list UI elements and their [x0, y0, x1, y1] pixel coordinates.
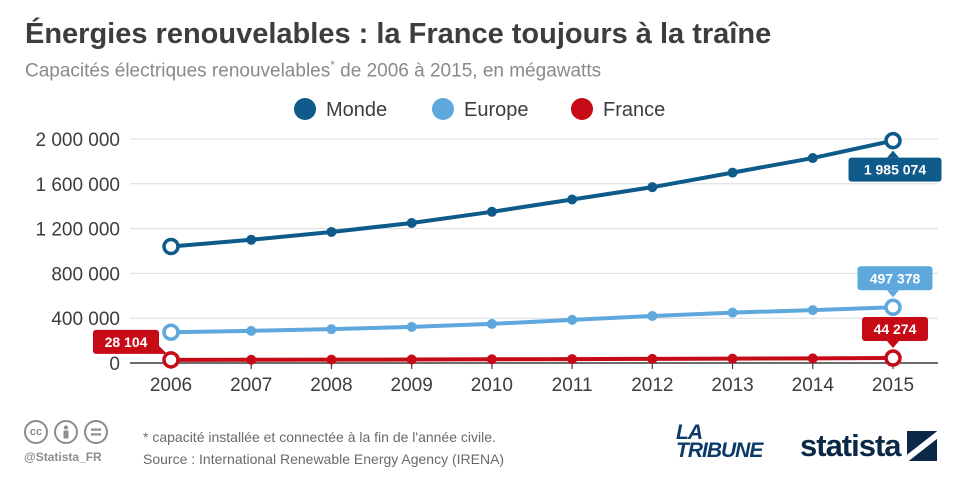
annotation-label: 497 378 [870, 270, 921, 286]
series-line-france [170, 356, 894, 362]
subtitle-tail: de 2006 à 2015, en mégawatts [334, 60, 602, 82]
data-point-france [727, 353, 738, 364]
annotation-label: 28 104 [105, 334, 148, 350]
x-tick-label: 2007 [230, 375, 272, 396]
x-tick-label: 2008 [310, 375, 352, 396]
y-tick-label: 2 000 000 [35, 130, 120, 151]
x-tick-label: 2013 [711, 375, 753, 396]
footnote-source: Source : International Renewable Energy … [143, 451, 505, 467]
data-point-europe [884, 298, 902, 317]
y-tick-label: 400 000 [51, 309, 120, 330]
data-point-france [647, 353, 658, 364]
data-point-monde [567, 194, 578, 205]
series-line-europe [170, 305, 894, 335]
data-point-monde [486, 206, 497, 217]
y-tick-label: 0 [109, 354, 120, 375]
y-tick-label: 800 000 [51, 264, 120, 285]
legend-label-france: France [603, 99, 665, 121]
annotation-label: 1 985 074 [864, 162, 926, 178]
data-point-europe [647, 310, 658, 321]
data-point-europe [727, 307, 738, 318]
x-tick-label: 2010 [471, 375, 513, 396]
legend-label-europe: Europe [464, 99, 529, 121]
equals-icon [84, 420, 108, 444]
la-tribune-logo: LA TRIBUNE [676, 421, 763, 462]
data-point-europe [567, 314, 578, 325]
data-point-france [884, 349, 902, 367]
x-tick-label: 2006 [150, 375, 192, 396]
legend-marker-france [571, 98, 593, 120]
data-point-france [807, 353, 818, 364]
x-tick-label: 2011 [552, 375, 593, 396]
y-tick-label: 1 600 000 [35, 175, 120, 196]
tribune-line1: LA [676, 421, 703, 444]
x-tick-label: 2014 [792, 375, 835, 396]
data-point-monde [727, 167, 738, 178]
data-point-europe [326, 324, 337, 335]
statista-logo: statista [800, 428, 937, 464]
annotation-pointer [887, 150, 899, 158]
x-tick-label: 2009 [391, 375, 433, 396]
data-point-france [406, 354, 417, 365]
subtitle-footnote-mark: * [330, 58, 335, 72]
annotation-label: 44 274 [874, 321, 917, 337]
annotation-box [862, 317, 928, 342]
data-point-europe [246, 325, 257, 336]
statista-wordmark: statista [800, 428, 902, 463]
data-point-france [246, 354, 257, 365]
data-point-monde [326, 226, 337, 237]
data-point-france [486, 354, 497, 365]
line-chart: 0 400 000 800 000 1 200 000 1 600 000 2 000 0… [35, 98, 942, 396]
tribune-line2: TRIBUNE [676, 439, 763, 462]
data-point-monde [406, 218, 417, 228]
legend-label-monde: Monde [326, 99, 387, 121]
annotation-box [93, 329, 159, 354]
annotation-pointer [157, 343, 167, 354]
annotation-pointer [887, 290, 899, 298]
annotation-box [848, 157, 942, 182]
annotation-pointer [887, 341, 899, 349]
footnote-note: * capacité installée et connectée à la f… [143, 429, 496, 445]
statista-handle: @Statista_FR [24, 450, 102, 464]
chart-title: Énergies renouvelables : la France toujo… [25, 18, 772, 50]
data-point-monde [807, 153, 818, 164]
data-point-france [567, 354, 578, 365]
data-point-monde [162, 237, 180, 256]
y-tick-label: 1 200 000 [35, 220, 120, 241]
data-point-monde [246, 234, 257, 245]
subtitle-main: Capacités électriques renouvelables [25, 60, 331, 82]
data-point-europe [162, 323, 180, 341]
data-point-france [326, 354, 337, 365]
footnote: * capacité installée et connectée à la f… [143, 426, 504, 470]
data-point-europe [486, 318, 497, 329]
series-line-monde [170, 138, 894, 249]
data-point-europe [406, 321, 417, 332]
legend-marker-monde [294, 98, 316, 120]
data-point-monde [647, 182, 658, 193]
chart-subtitle: Capacités électriques renouvelables* de … [25, 58, 601, 82]
x-tick-label: 2015 [872, 375, 914, 396]
license-icons: cc [24, 420, 108, 444]
statista-mark-icon [906, 431, 937, 461]
cc-icon: cc [24, 420, 48, 444]
by-person-icon [54, 420, 78, 444]
data-point-monde [884, 131, 902, 150]
data-point-france [162, 351, 180, 369]
x-tick-label: 2012 [631, 375, 673, 396]
legend-marker-europe [432, 98, 454, 120]
annotation-box [857, 266, 933, 291]
data-point-europe [807, 305, 818, 316]
